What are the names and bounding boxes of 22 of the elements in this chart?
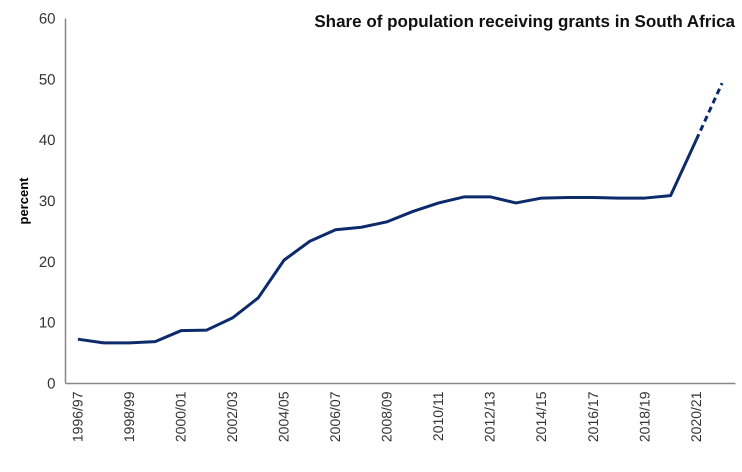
- x-tick-label: 2016/17: [584, 391, 601, 442]
- x-tick-label: 2002/03: [224, 391, 240, 442]
- y-tick-label: 10: [38, 314, 56, 332]
- chart-title: Share of population receiving grants in South Africa: [314, 12, 736, 31]
- y-tick-label: 30: [38, 193, 56, 210]
- x-tick-label: 2020/21: [688, 391, 704, 442]
- x-tick-label: 2018/19: [636, 391, 652, 442]
- y-tick-label: 60: [38, 10, 56, 28]
- x-tick-label: 2000/01: [172, 391, 188, 442]
- x-tick-label: 2014/15: [533, 391, 550, 442]
- x-tick-label: 1998/99: [120, 391, 137, 442]
- x-tick-label: 2006/07: [327, 391, 344, 442]
- y-tick-label: 20: [38, 254, 56, 271]
- x-tick-label: 1996/97: [69, 391, 86, 442]
- x-tick-label: 2012/13: [482, 391, 498, 442]
- y-tick-label: 50: [38, 71, 56, 88]
- y-axis-title: percent: [16, 176, 31, 224]
- x-tick-label: 2008/09: [378, 391, 395, 442]
- y-tick-label: 40: [38, 132, 56, 150]
- x-tick-label: 2004/05: [276, 391, 292, 442]
- y-tick-label: 0: [47, 376, 56, 392]
- x-tick-label: 2010/11: [430, 391, 446, 442]
